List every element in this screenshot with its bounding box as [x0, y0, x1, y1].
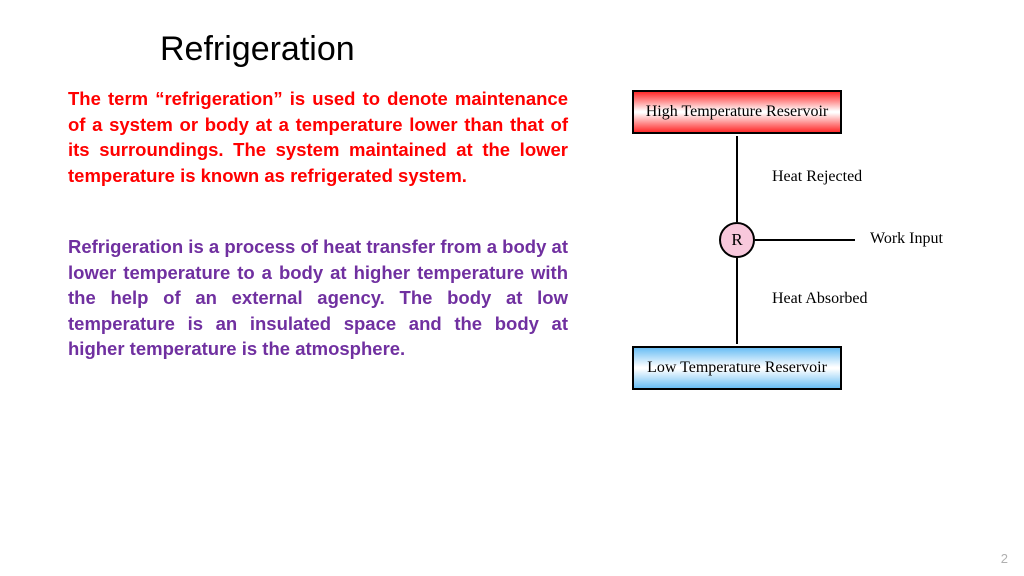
connector-bottom	[736, 258, 738, 344]
page-title: Refrigeration	[160, 30, 355, 69]
paragraph-process: Refrigeration is a process of heat trans…	[68, 234, 568, 362]
high-temp-reservoir-box: High Temperature Reservoir	[632, 90, 842, 134]
connector-work	[755, 239, 855, 241]
page-number: 2	[1001, 551, 1008, 566]
paragraph-definition-text: The term “refrigeration” is used to deno…	[68, 88, 568, 186]
work-input-label: Work Input	[870, 230, 943, 248]
heat-absorbed-label: Heat Absorbed	[772, 290, 868, 308]
connector-top	[736, 136, 738, 222]
paragraph-definition: The term “refrigeration” is used to deno…	[68, 86, 568, 188]
heat-rejected-label: Heat Rejected	[772, 168, 862, 186]
low-temp-reservoir-box: Low Temperature Reservoir	[632, 346, 842, 390]
refrigeration-diagram: High Temperature Reservoir Heat Rejected…	[612, 90, 1012, 400]
refrigerator-node: R	[719, 222, 755, 258]
